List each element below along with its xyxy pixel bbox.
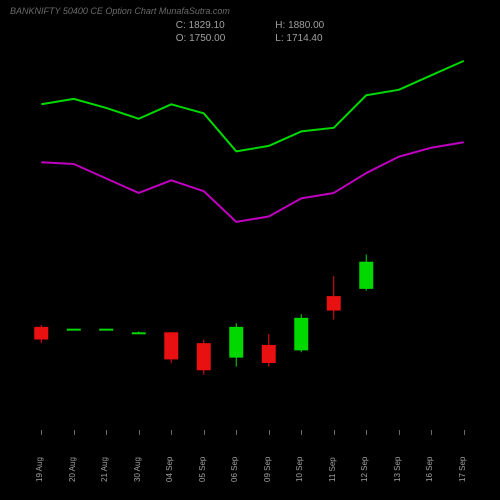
- x-tick: [399, 430, 400, 435]
- x-tick: [74, 430, 75, 435]
- x-label: 12 Sep: [360, 457, 369, 482]
- chart-svg: [25, 50, 480, 430]
- x-tick: [269, 430, 270, 435]
- ohlc-col-2: H: 1880.00 L: 1714.40: [275, 20, 324, 44]
- x-axis: 19 Aug 20 Aug 21 Aug 30 Aug 04 Sep 05 Sep 06 S…: [25, 432, 480, 482]
- x-tick: [366, 430, 367, 435]
- candlestick-chart: BANKNIFTY 50400 CE Option Chart MunafaSu…: [0, 0, 500, 500]
- open-value: O: 1750.00: [176, 33, 226, 44]
- high-value: H: 1880.00: [275, 20, 324, 31]
- low-value: L: 1714.40: [275, 33, 324, 44]
- close-value: C: 1829.10: [176, 20, 226, 31]
- ohlc-panel: C: 1829.10 O: 1750.00 H: 1880.00 L: 1714…: [0, 20, 500, 44]
- plot-area: [25, 50, 480, 430]
- x-label: 09 Sep: [263, 457, 272, 482]
- ohlc-col-1: C: 1829.10 O: 1750.00: [176, 20, 226, 44]
- x-tick: [204, 430, 205, 435]
- x-label: 19 Aug: [35, 457, 44, 482]
- low-number: 1714.40: [286, 33, 322, 44]
- x-label: 30 Aug: [133, 457, 142, 482]
- x-tick: [171, 430, 172, 435]
- x-tick: [431, 430, 432, 435]
- high-number: 1880.00: [288, 20, 324, 31]
- x-label: 16 Sep: [425, 457, 434, 482]
- x-label: 20 Aug: [68, 457, 77, 482]
- x-label: 11 Sep: [328, 457, 337, 482]
- x-label: 06 Sep: [230, 457, 239, 482]
- x-label: 13 Sep: [393, 457, 402, 482]
- x-tick: [236, 430, 237, 435]
- x-label: 05 Sep: [198, 457, 207, 482]
- open-number: 1750.00: [189, 33, 225, 44]
- x-label: 17 Sep: [458, 457, 467, 482]
- x-label: 04 Sep: [165, 457, 174, 482]
- chart-title: BANKNIFTY 50400 CE Option Chart MunafaSu…: [10, 6, 230, 16]
- x-label: 10 Sep: [295, 457, 304, 482]
- x-tick: [139, 430, 140, 435]
- x-tick: [106, 430, 107, 435]
- x-tick: [301, 430, 302, 435]
- x-tick: [464, 430, 465, 435]
- x-label: 21 Aug: [100, 457, 109, 482]
- x-tick: [41, 430, 42, 435]
- close-number: 1829.10: [189, 20, 225, 31]
- x-tick: [334, 430, 335, 435]
